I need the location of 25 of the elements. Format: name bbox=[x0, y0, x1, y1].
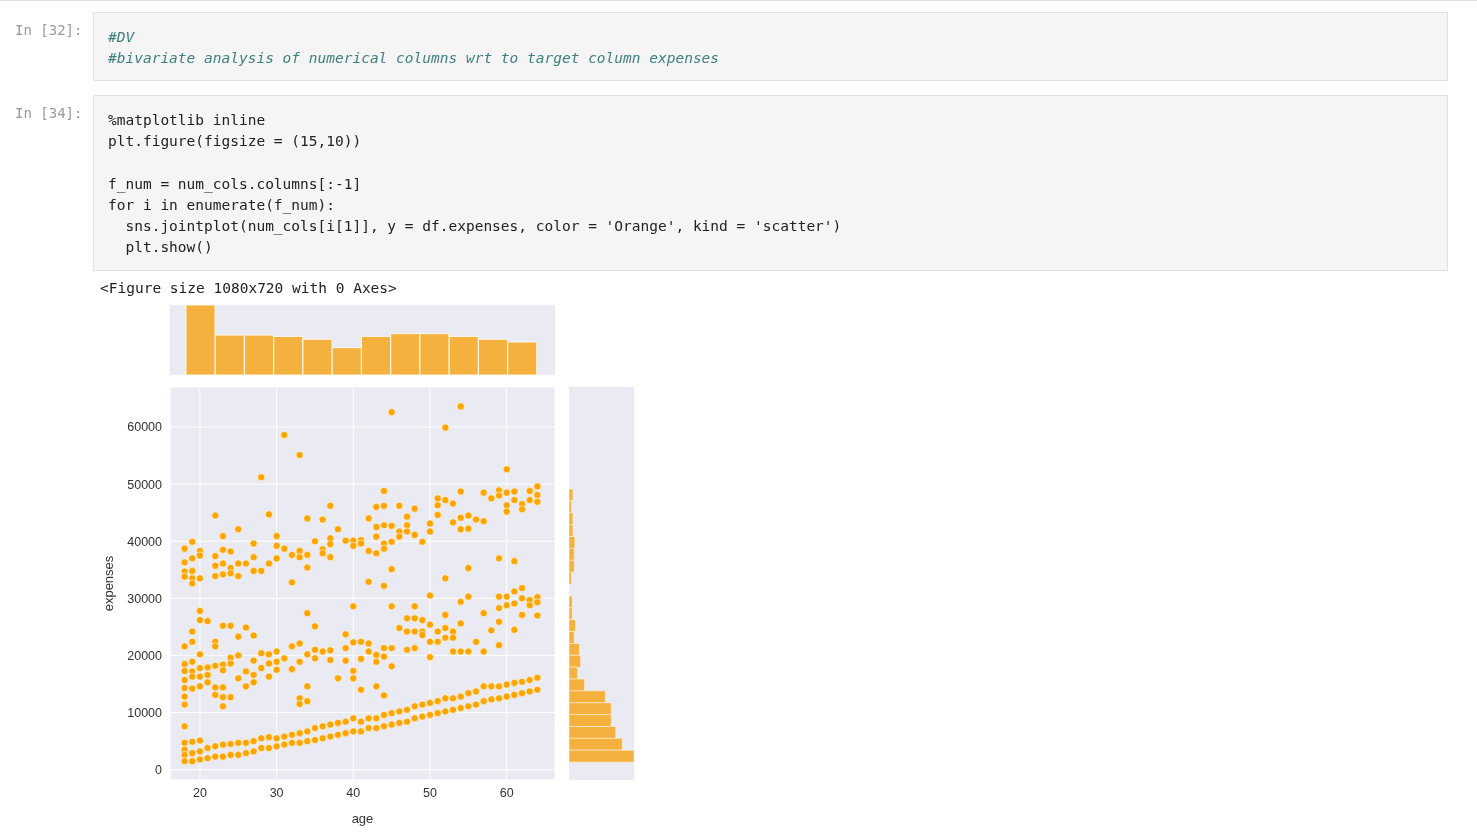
y-tick-label: 60000 bbox=[127, 420, 163, 435]
x-axis-title: age bbox=[351, 811, 374, 826]
text: plt.figure(figsize = (15,10)) bbox=[108, 132, 362, 151]
y-tick-label: 50000 bbox=[127, 477, 163, 492]
y-axis-title: expenses bbox=[100, 555, 116, 612]
text: <Figure size 1080x720 with 0 Axes> bbox=[100, 279, 397, 298]
text: %matplotlib inline bbox=[108, 111, 266, 130]
text: In [32]: bbox=[15, 21, 83, 40]
y-tick-label: 30000 bbox=[127, 591, 163, 606]
text: #bivariate analysis of numerical columns wrt to target column expenses bbox=[108, 49, 720, 68]
x-tick-label: 60 bbox=[499, 785, 514, 800]
y-tick-label: 10000 bbox=[127, 706, 163, 721]
x-tick-label: 40 bbox=[346, 785, 361, 800]
y-tick-label: 40000 bbox=[127, 534, 163, 549]
text: In [34]: bbox=[15, 104, 83, 123]
text: #DV bbox=[108, 28, 135, 47]
x-tick-label: 50 bbox=[423, 785, 437, 800]
x-tick-label: 20 bbox=[192, 785, 207, 800]
text: for i in enumerate(f_num): bbox=[108, 196, 335, 215]
text: sns.jointplot(num_cols[i[1]], y = df.expenses, color = 'Orange', kind = 'scatter') bbox=[124, 217, 842, 236]
y-tick-label: 0 bbox=[155, 763, 163, 778]
text: plt.show() bbox=[124, 238, 213, 257]
x-tick-label: 30 bbox=[269, 785, 284, 800]
y-tick-label: 20000 bbox=[127, 648, 163, 663]
text: f_num = num_cols.columns[:-1] bbox=[108, 175, 362, 194]
